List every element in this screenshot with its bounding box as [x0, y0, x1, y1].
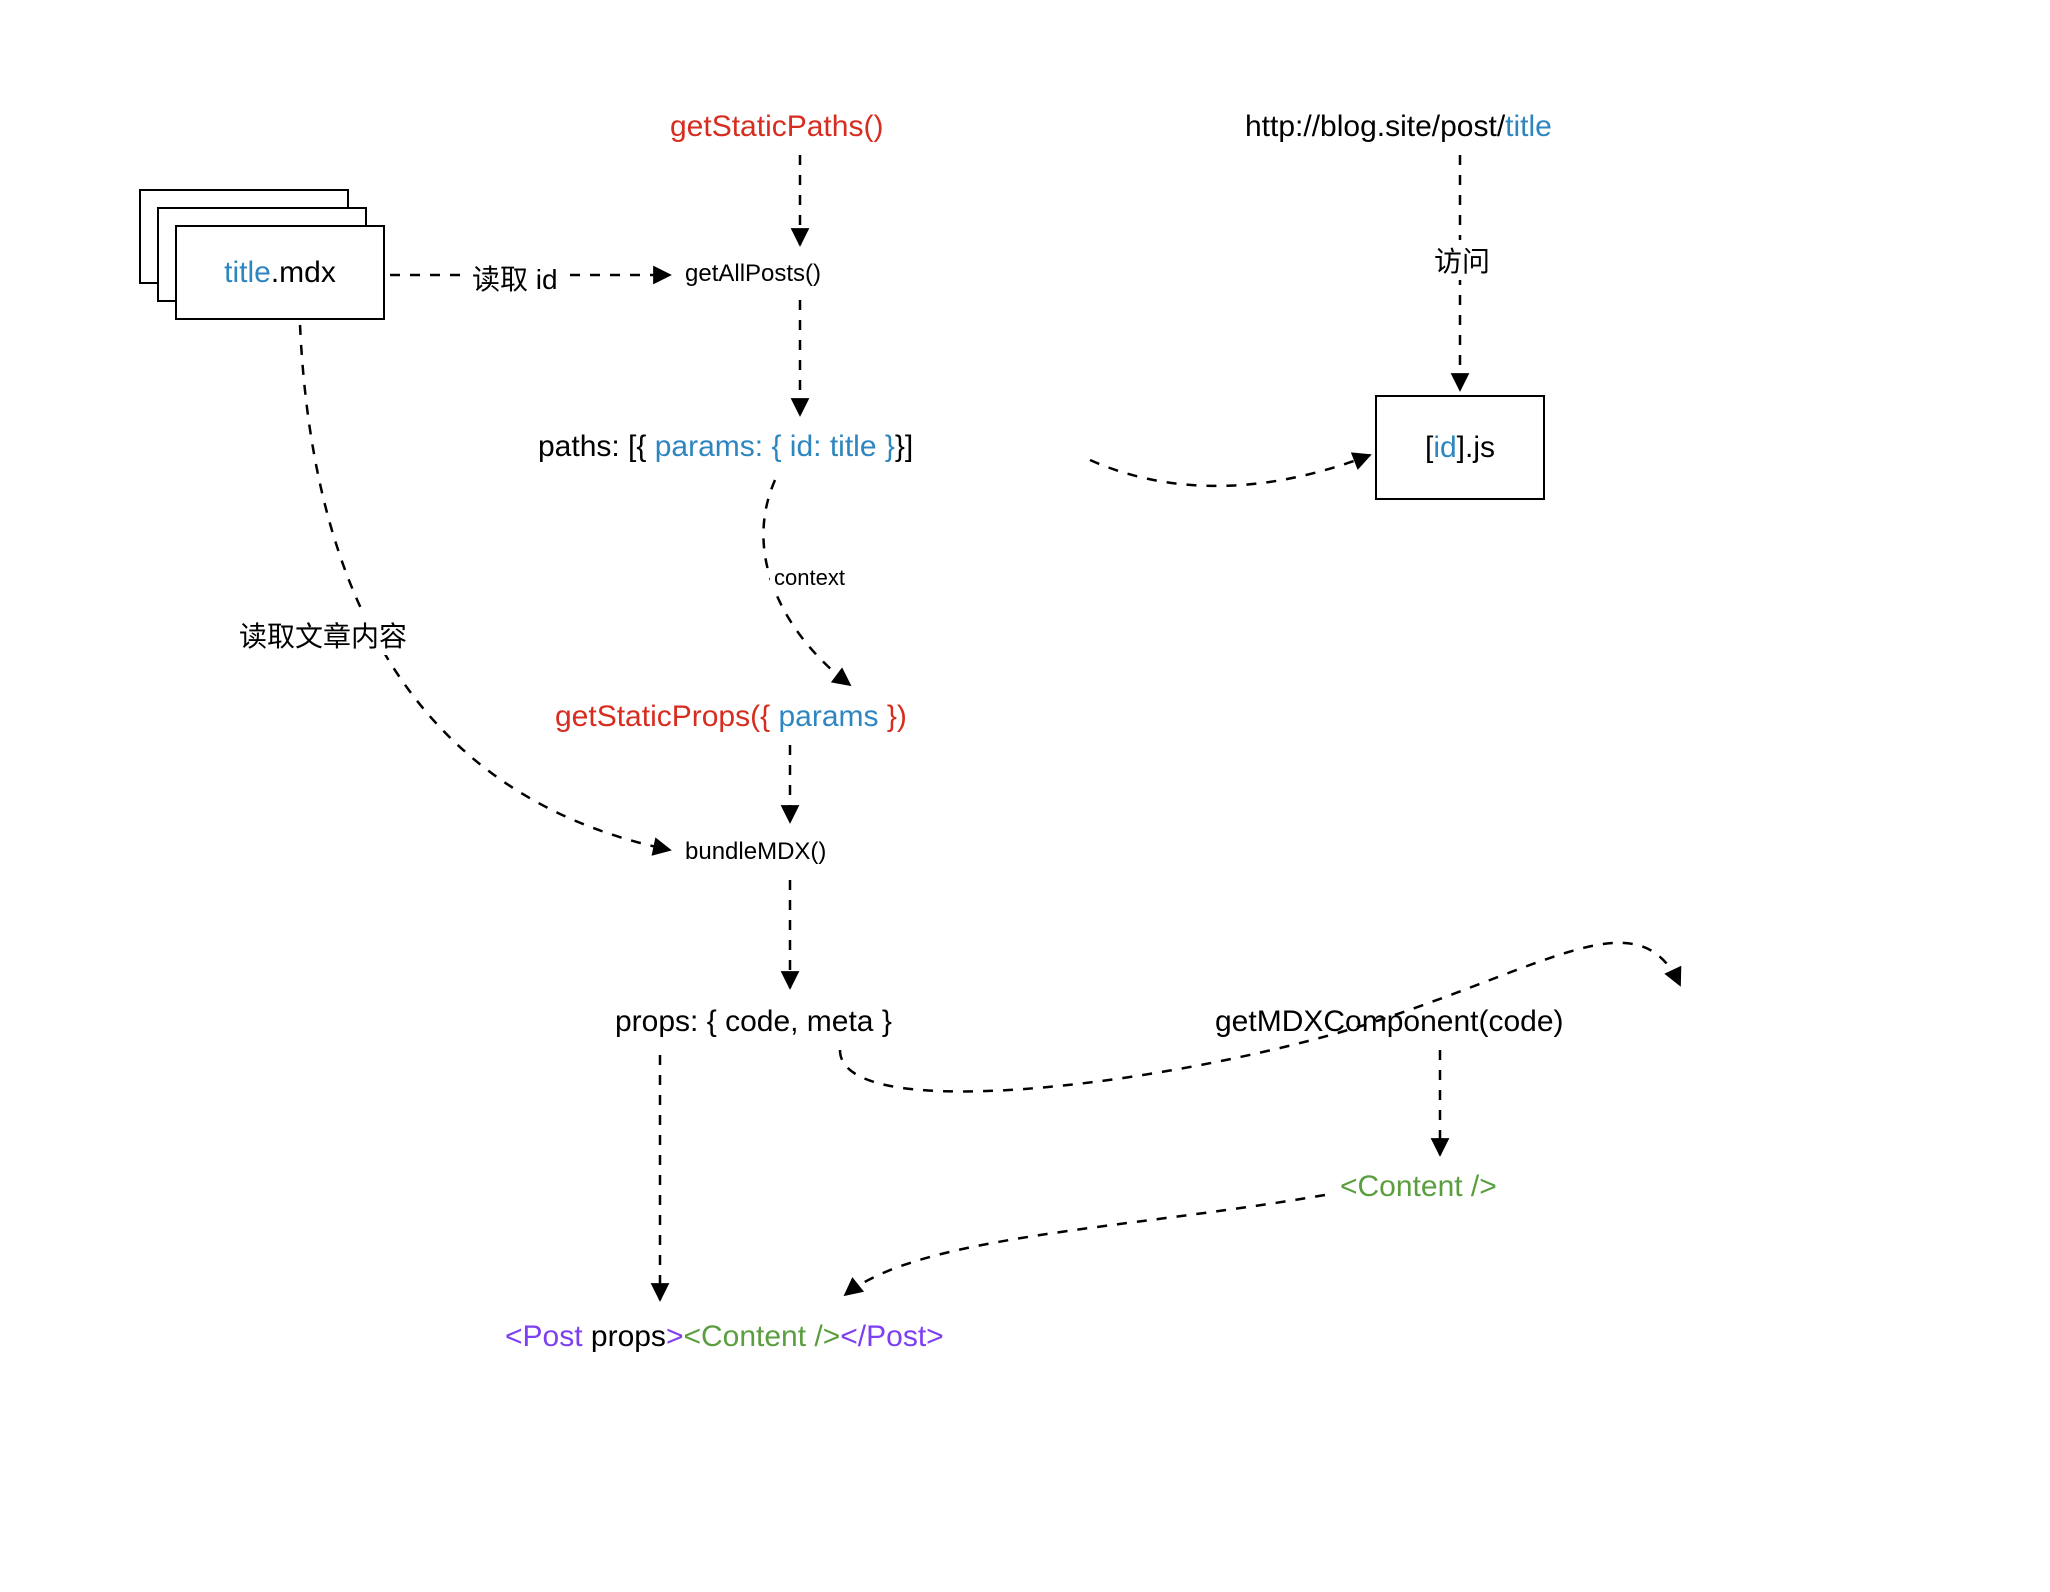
- url-prefix: http://blog.site/post/: [1245, 110, 1505, 143]
- final-line: <Post props><Content /></Post>: [505, 1320, 944, 1354]
- get-all-posts: getAllPosts(): [685, 260, 821, 288]
- final-p1: <Post: [505, 1320, 591, 1353]
- id-js-box: [id].js: [1375, 395, 1545, 500]
- paths-line: paths: [{ params: { id: title }}]: [538, 430, 913, 464]
- label-context: context: [770, 565, 849, 591]
- content-tag: <Content />: [1340, 1170, 1497, 1204]
- props-line: props: { code, meta }: [615, 1005, 892, 1039]
- url-node: http://blog.site/post/title: [1245, 110, 1552, 144]
- id-js-rb: ].js: [1457, 431, 1495, 465]
- label-visit: 访问: [1430, 240, 1494, 280]
- final-p5: </Post>: [840, 1320, 943, 1353]
- mdx-file-box: title.mdx: [175, 225, 385, 320]
- final-p4: <Content />: [683, 1320, 840, 1353]
- get-static-props: getStaticProps({ params }): [555, 700, 907, 734]
- mdx-ext: .mdx: [271, 256, 336, 290]
- label-read-id: 读取 id: [468, 258, 562, 298]
- final-p2: props: [591, 1320, 666, 1353]
- gsp-p1: getStaticProps({: [555, 700, 778, 733]
- gsp-p2: params: [778, 700, 878, 733]
- final-p3: >: [666, 1320, 684, 1353]
- paths-p3: }]: [895, 430, 913, 463]
- gsp-p3: }): [879, 700, 907, 733]
- url-title: title: [1505, 110, 1552, 143]
- bundle-mdx: bundleMDX(): [685, 838, 826, 866]
- get-static-paths: getStaticPaths(): [670, 110, 883, 144]
- mdx-title: title: [224, 256, 271, 290]
- get-mdx-component: getMDXComponent(code): [1215, 1005, 1564, 1039]
- paths-p2: params: { id: title }: [655, 430, 895, 463]
- id-js-id: id: [1433, 431, 1456, 465]
- label-read-content: 读取文章内容: [235, 615, 411, 655]
- paths-p1: paths: [{: [538, 430, 655, 463]
- id-js-lb: [: [1425, 431, 1433, 465]
